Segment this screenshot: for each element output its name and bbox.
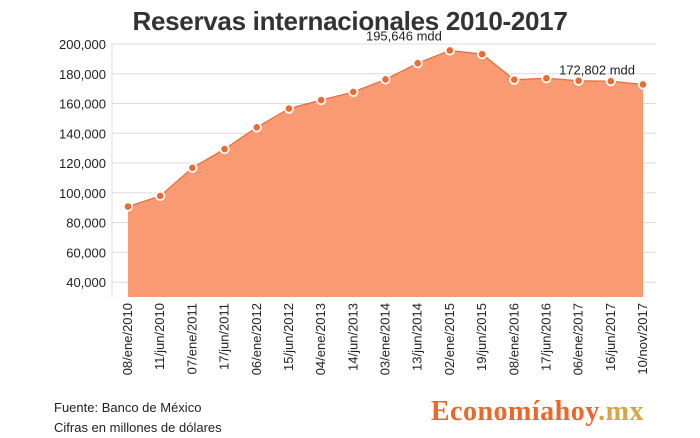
units-note: Cifras en millones de dólares (54, 420, 222, 435)
brand-part-1: Economía (430, 396, 555, 427)
y-axis: 200,000 180,000 160,000 140,000 120,000 100,0… (59, 37, 106, 290)
x-tick-label: 16/jun/2017 (603, 303, 618, 371)
data-point (476, 49, 488, 60)
x-tick-label: 14/jun/2013 (345, 303, 360, 371)
y-tick-label: 140,000 (59, 126, 106, 141)
x-tick-label: 07/ene/2011 (184, 303, 199, 374)
area-series (127, 49, 644, 297)
data-point (122, 201, 134, 212)
area-fill (128, 50, 643, 297)
annotation-label: 195,646 mdd (366, 28, 442, 43)
data-points (122, 45, 649, 212)
annotation-label: 172,802 mdd (559, 62, 635, 77)
x-tick-label: 13/jun/2014 (410, 303, 425, 371)
data-point (509, 74, 520, 85)
data-point (187, 162, 198, 173)
y-tick-label: 180,000 (59, 67, 106, 82)
data-point (380, 74, 391, 85)
x-tick-label: 10/nov/2017 (635, 303, 650, 375)
data-point (573, 75, 584, 86)
x-tick-label: 19/jun/2015 (474, 303, 489, 371)
x-tick-label: 15/jun/2012 (281, 303, 296, 371)
data-point (219, 143, 230, 155)
data-point (251, 122, 262, 133)
x-tick-label: 11/jun/2010 (152, 303, 167, 370)
x-tick-label: 08/ene/2016 (506, 303, 521, 375)
x-tick-label: 06/ene/2012 (249, 303, 264, 375)
x-tick-label: 08/ene/2010 (120, 303, 135, 375)
data-point (348, 86, 359, 98)
chart-title: Reservas internacionales 2010-2017 (132, 6, 568, 36)
brand-part-2: hoy (554, 396, 599, 427)
data-point (155, 190, 166, 202)
data-point (541, 73, 552, 84)
x-tick-label: 02/ene/2015 (442, 303, 457, 375)
y-tick-label: 200,000 (59, 37, 106, 52)
x-tick-label: 04/ene/2013 (313, 303, 328, 375)
y-tick-label: 160,000 (59, 97, 106, 112)
source-note: Fuente: Banco de México (54, 400, 202, 415)
x-tick-label: 17/jun/2016 (538, 303, 553, 371)
brand-part-3: .mx (598, 396, 644, 427)
y-tick-label: 80,000 (66, 216, 106, 231)
brand-logo: Economíahoy.mx (431, 396, 644, 428)
x-tick-label: 17/jun/2011 (217, 303, 232, 370)
data-point (444, 45, 455, 56)
y-tick-label: 120,000 (59, 156, 106, 171)
x-tick-label: 06/ene/2017 (571, 303, 586, 375)
data-point (605, 76, 616, 87)
annotations: 195,646 mdd 172,802 mdd (366, 28, 635, 77)
data-point (316, 95, 327, 106)
y-tick-label: 100,000 (59, 186, 106, 201)
x-tick-label: 03/ene/2014 (378, 303, 393, 375)
y-tick-label: 40,000 (66, 275, 106, 290)
x-axis: 08/ene/2010 11/jun/2010 07/ene/2011 17/jun/… (120, 303, 650, 375)
data-point (412, 58, 423, 69)
y-tick-label: 60,000 (66, 245, 106, 260)
data-point (637, 79, 649, 90)
data-point (283, 103, 295, 114)
